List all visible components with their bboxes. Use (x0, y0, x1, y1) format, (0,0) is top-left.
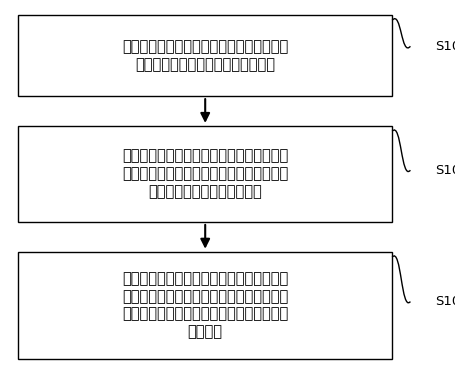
Text: S101: S101 (435, 40, 455, 53)
FancyBboxPatch shape (18, 126, 391, 222)
Text: 所对应的切换条件时，对方向的交通灯状态: 所对应的切换条件时，对方向的交通灯状态 (122, 307, 288, 322)
Text: 信息采集节点所发送的车辆识别信息: 信息采集节点所发送的车辆识别信息 (135, 57, 275, 72)
FancyBboxPatch shape (18, 15, 391, 96)
Text: 信息所对应的车辆的状态信息: 信息所对应的车辆的状态信息 (148, 184, 262, 199)
Text: 交通灯控制装置在路口的一个方向所对应的: 交通灯控制装置在路口的一个方向所对应的 (122, 271, 288, 286)
Text: S103: S103 (435, 295, 455, 308)
Text: 进行调整: 进行调整 (187, 324, 222, 339)
Text: 交通灯控制装置根据各车辆识别信息所对应: 交通灯控制装置根据各车辆识别信息所对应 (122, 149, 288, 164)
FancyBboxPatch shape (18, 252, 391, 359)
Text: 车辆的状态信息达到方向的当前交通灯状态: 车辆的状态信息达到方向的当前交通灯状态 (122, 289, 288, 304)
Text: 的信息采集节点的变化信息，确定车辆标识: 的信息采集节点的变化信息，确定车辆标识 (122, 166, 288, 181)
Text: 交通灯控制装置接收对应于路口的各方向的: 交通灯控制装置接收对应于路口的各方向的 (122, 39, 288, 54)
Text: S102: S102 (435, 164, 455, 177)
